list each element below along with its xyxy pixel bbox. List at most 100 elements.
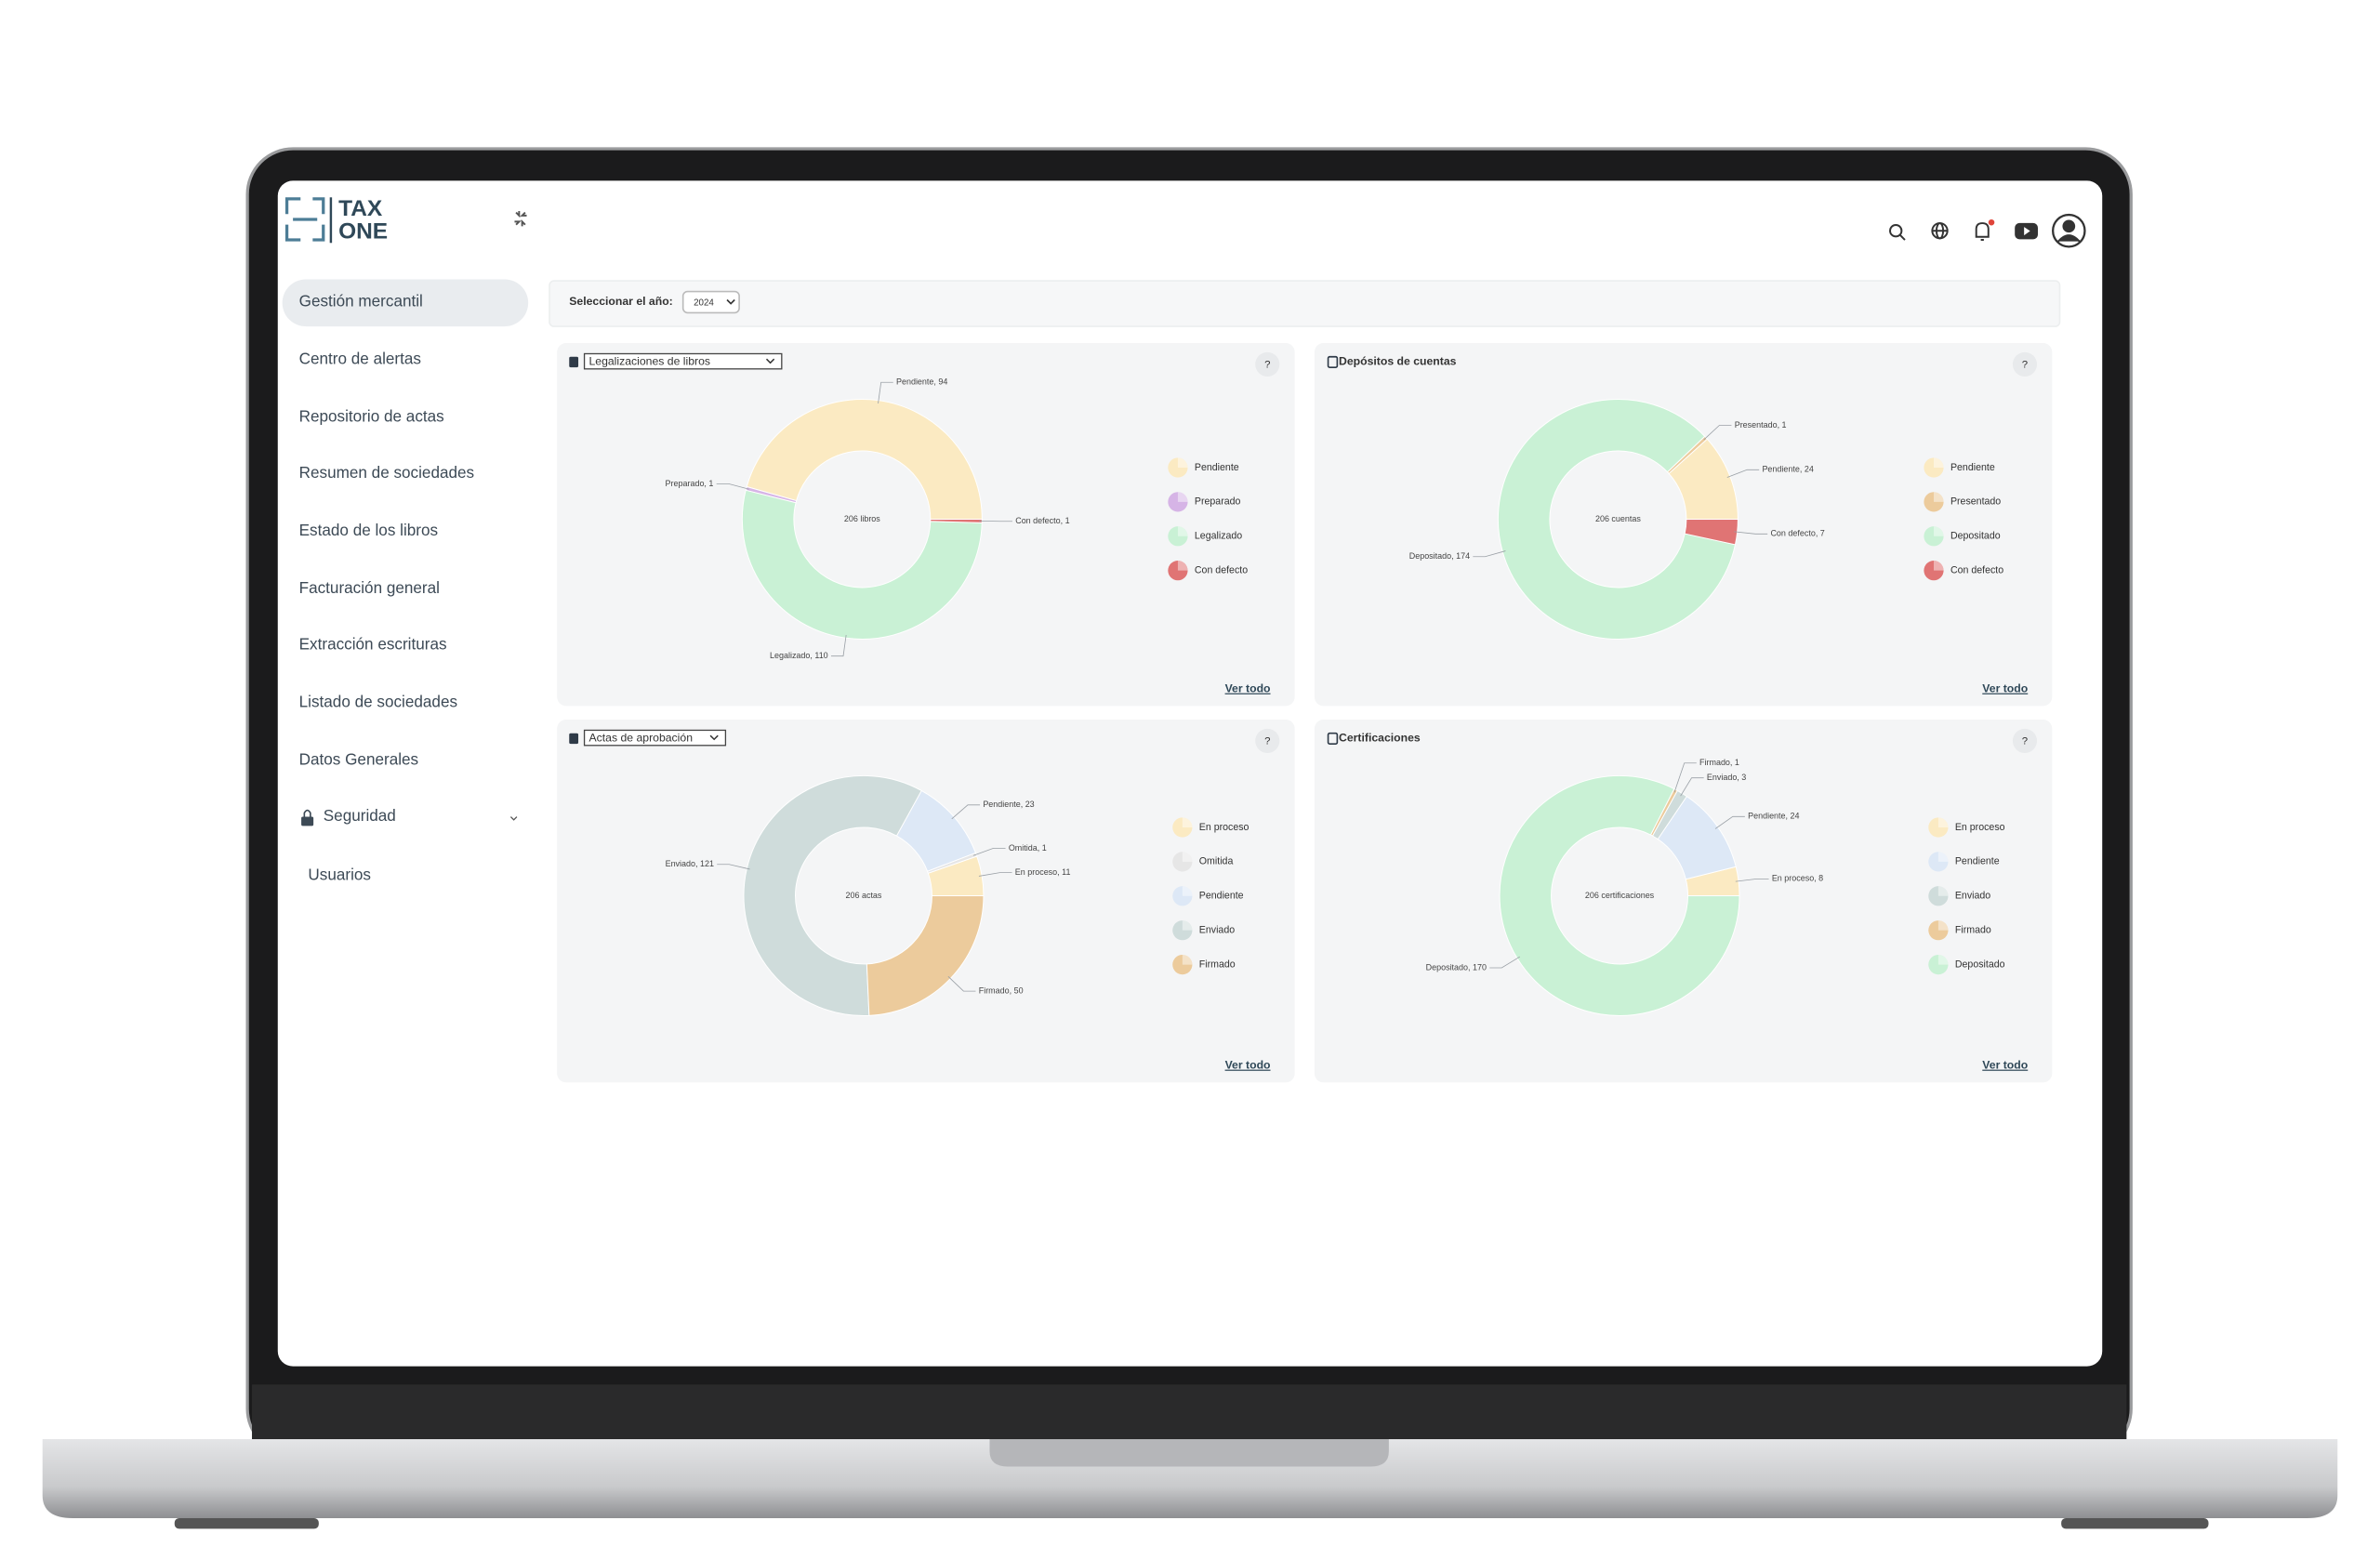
- sidebar-subitem[interactable]: Usuarios: [308, 866, 371, 884]
- youtube-icon[interactable]: [2015, 222, 2038, 240]
- sidebar-section[interactable]: Seguridad: [324, 806, 396, 825]
- legend-label[interactable]: Preparado: [1195, 496, 1241, 508]
- search-icon[interactable]: [1888, 224, 1906, 241]
- legend-label[interactable]: Presentado: [1950, 496, 2001, 508]
- sidebar-item[interactable]: Estado de los libros: [299, 521, 438, 539]
- sidebar-item[interactable]: Gestión mercantil: [299, 291, 423, 310]
- legend-label[interactable]: Depositado: [1955, 959, 2005, 970]
- legend-swatch[interactable]: [1168, 561, 1188, 581]
- legend-label[interactable]: Firmado: [1199, 959, 1236, 970]
- legend-swatch[interactable]: [1928, 954, 1949, 975]
- legend-label[interactable]: En proceso: [1955, 822, 2005, 833]
- view-all-link[interactable]: Ver todo: [1225, 682, 1271, 695]
- language-icon[interactable]: [1931, 222, 1949, 240]
- view-all-link[interactable]: Ver todo: [1225, 1059, 1271, 1072]
- label-leader: [1703, 425, 1732, 441]
- select-chevron: [765, 358, 775, 364]
- legend-label[interactable]: Enviado: [1955, 891, 1990, 902]
- legend-swatch[interactable]: [1924, 561, 1944, 581]
- center-label: 206 actas: [846, 891, 882, 900]
- legend-swatch[interactable]: [1928, 852, 1949, 872]
- legend-swatch[interactable]: [1172, 817, 1193, 838]
- legend-swatch-cut: [1182, 920, 1193, 931]
- legend-label[interactable]: Pendiente: [1199, 891, 1244, 902]
- label-leader: [947, 976, 976, 992]
- legend-swatch[interactable]: [1168, 457, 1188, 478]
- legend-swatch[interactable]: [1172, 886, 1193, 906]
- legend-swatch-cut: [1934, 492, 1944, 502]
- legend-swatch-cut: [1182, 817, 1193, 827]
- legend-swatch[interactable]: [1172, 920, 1193, 941]
- legend-label[interactable]: Firmado: [1955, 924, 1991, 935]
- legend-label[interactable]: Legalizado: [1195, 531, 1242, 542]
- chart-panel: Certificaciones ? Ver todo En proceso, 8 Pen…: [1314, 720, 2053, 1083]
- legend-swatch-cut: [1177, 526, 1188, 536]
- title-select[interactable]: [583, 352, 783, 370]
- donut-slice: [866, 894, 985, 1016]
- legend-swatch[interactable]: [1928, 920, 1949, 941]
- sidebar-item[interactable]: Extracción escrituras: [299, 635, 447, 654]
- legend-swatch[interactable]: [1168, 526, 1188, 547]
- legend-swatch[interactable]: [1928, 886, 1949, 906]
- label-leader: [1726, 469, 1760, 478]
- help-button[interactable]: [2012, 728, 2038, 753]
- label-leader: [951, 804, 981, 820]
- title-select[interactable]: [583, 729, 727, 747]
- legend-swatch[interactable]: [1924, 526, 1944, 547]
- sidebar: Gestión mercantil Centro de alertas Reposi…: [299, 291, 518, 884]
- slice-label: Firmado, 1: [1699, 758, 1739, 767]
- charts: Legalizaciones de libros ? Ver todo Pendien…: [557, 343, 2053, 1083]
- donut-slice: [741, 489, 983, 640]
- legend-swatch-cut: [1937, 954, 1949, 965]
- legend-swatch[interactable]: [1924, 457, 1944, 478]
- legend-label[interactable]: Omitida: [1199, 856, 1234, 867]
- user-icon[interactable]: [2052, 213, 2086, 248]
- legend-swatch-cut: [1182, 852, 1193, 862]
- slice-label: Pendiente, 24: [1762, 465, 1813, 474]
- sidebar-item[interactable]: Repositorio de actas: [299, 407, 444, 426]
- slice-label: Depositado, 170: [1426, 962, 1487, 972]
- label-leader: [878, 381, 893, 403]
- slice-label: Omitida, 1: [1009, 843, 1047, 853]
- panel-icon: [1327, 732, 1339, 745]
- legend-swatch[interactable]: [1168, 492, 1188, 512]
- help-text: ?: [2022, 360, 2028, 371]
- sidebar-item[interactable]: Listado de sociedades: [299, 693, 457, 711]
- lock-icon: [301, 816, 314, 826]
- label-leader: [972, 847, 1006, 856]
- legend-swatch[interactable]: [1928, 817, 1949, 838]
- legend-swatch[interactable]: [1172, 852, 1193, 872]
- sidebar-item[interactable]: Resumen de sociedades: [299, 463, 474, 482]
- slice-label: Enviado, 3: [1707, 773, 1746, 782]
- collapse-button[interactable]: [514, 210, 527, 227]
- sidebar-item[interactable]: Datos Generales: [299, 750, 419, 769]
- legend-label[interactable]: Pendiente: [1950, 462, 1995, 473]
- view-all-link[interactable]: Ver todo: [1982, 1059, 2028, 1072]
- legend-swatch-cut: [1182, 886, 1193, 896]
- notifications-icon[interactable]: [1975, 222, 1990, 241]
- base: [42, 1439, 2338, 1518]
- legend-label[interactable]: Pendiente: [1195, 462, 1239, 473]
- legend-swatch-cut: [1934, 526, 1944, 536]
- chart-panel: Legalizaciones de libros ? Ver todo Pendien…: [557, 343, 1295, 707]
- year-select[interactable]: [681, 290, 740, 314]
- legend-swatch[interactable]: [1172, 954, 1193, 975]
- help-button[interactable]: [2012, 351, 2038, 377]
- legend-label[interactable]: Con defecto: [1950, 564, 2003, 575]
- view-all-link[interactable]: Ver todo: [1982, 682, 2028, 695]
- legend-label[interactable]: Enviado: [1199, 924, 1235, 935]
- sidebar-item[interactable]: Facturación general: [299, 578, 440, 597]
- donut-slice: [1684, 518, 1739, 546]
- help-button[interactable]: [1255, 351, 1280, 377]
- legend-label[interactable]: Depositado: [1950, 531, 2001, 542]
- sidebar-item[interactable]: Centro de alertas: [299, 350, 421, 368]
- logo[interactable]: TAX ONE: [284, 196, 389, 244]
- legend-swatch[interactable]: [1924, 492, 1944, 512]
- legend-label[interactable]: Con defecto: [1195, 564, 1248, 575]
- help-button[interactable]: [1255, 728, 1280, 753]
- legend-label[interactable]: En proceso: [1199, 822, 1250, 833]
- legend-label[interactable]: Pendiente: [1955, 856, 2000, 867]
- panel-icon: [1327, 355, 1339, 368]
